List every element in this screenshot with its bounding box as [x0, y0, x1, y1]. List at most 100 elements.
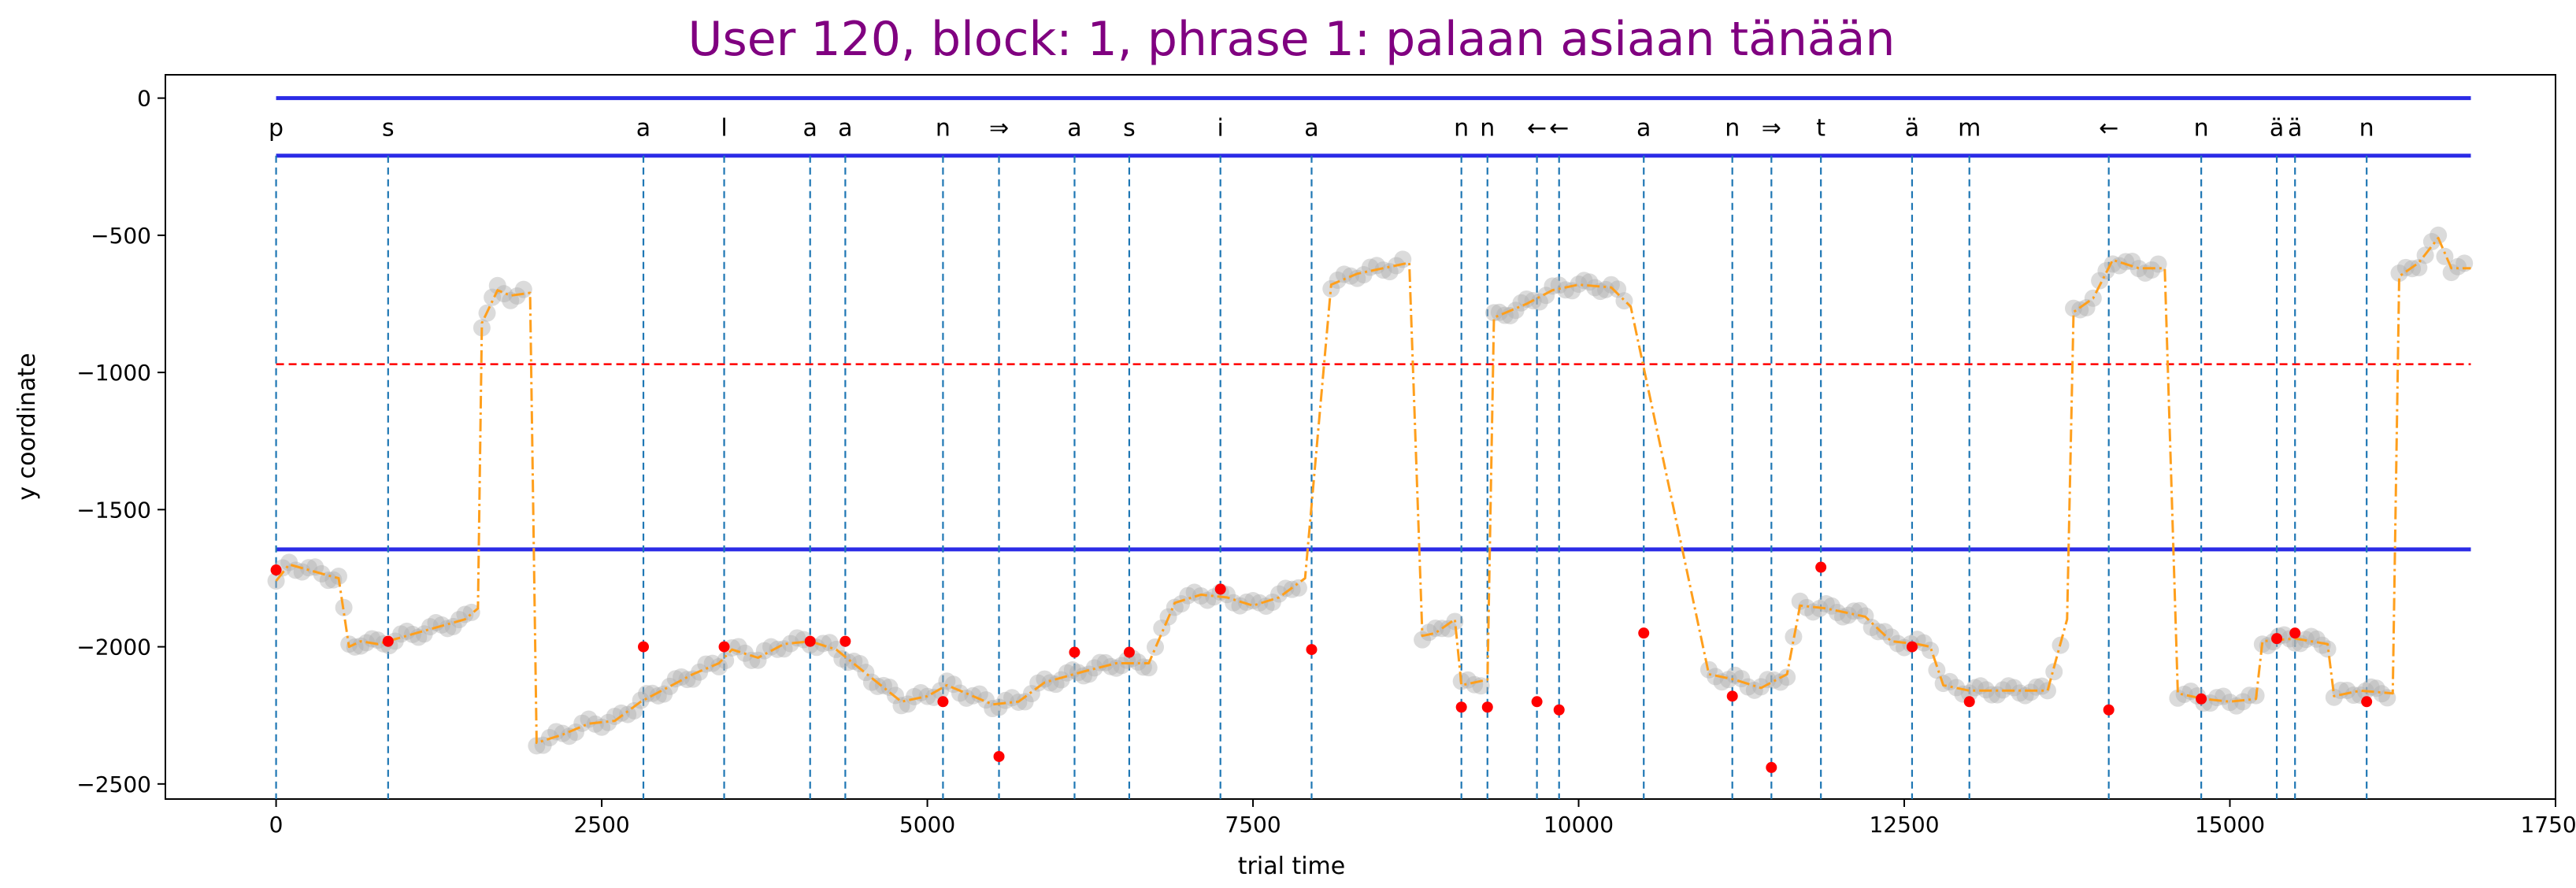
gaze-marker [421, 618, 439, 636]
gaze-marker [495, 285, 513, 303]
gaze-marker [456, 605, 474, 623]
gaze-marker [502, 291, 520, 309]
gaze-marker [1869, 623, 1887, 641]
touch-point [1906, 641, 1918, 653]
gaze-marker [1102, 657, 1120, 675]
y-tick-label: −1000 [76, 360, 151, 386]
touch-point [1306, 644, 1318, 656]
keystroke-label: ← [1549, 115, 1569, 142]
gaze-marker [547, 723, 565, 741]
touch-point [270, 564, 282, 576]
gaze-marker [1719, 671, 1737, 689]
gaze-marker [1596, 280, 1614, 298]
keystroke-label: n [2194, 115, 2209, 142]
touch-point [937, 696, 949, 708]
touch-point [1553, 704, 1565, 716]
gaze-marker [912, 684, 930, 702]
gaze-marker [1147, 638, 1165, 656]
keystroke-label: ä [2270, 115, 2284, 142]
x-tick-label: 7500 [1225, 812, 1281, 838]
gaze-marker [970, 685, 988, 703]
gaze-marker [2410, 258, 2428, 276]
gaze-marker [606, 707, 624, 725]
touch-point [1481, 701, 1493, 713]
gaze-marker [1745, 681, 1763, 699]
gaze-marker [710, 657, 728, 675]
chart-title: User 120, block: 1, phrase 1: palaan asi… [688, 12, 1896, 67]
gaze-marker [1778, 668, 1796, 686]
gaze-marker [1602, 276, 1620, 294]
keystroke-label: a [1636, 115, 1651, 142]
gaze-marker [703, 654, 721, 672]
gaze-marker [1791, 592, 1809, 610]
gaze-marker [2234, 693, 2252, 711]
y-tick-label: 0 [137, 86, 151, 112]
gaze-trace-line [275, 236, 2471, 745]
gaze-marker [1544, 277, 1562, 295]
keystroke-label: ⇒ [1762, 115, 1781, 142]
gaze-marker [612, 704, 630, 722]
touch-point [382, 635, 394, 647]
gaze-marker [2442, 264, 2460, 282]
gaze-marker [880, 678, 899, 696]
gaze-marker [1029, 674, 1047, 692]
keystroke-label: l [721, 115, 727, 142]
gaze-marker [352, 637, 370, 655]
y-tick-label: −2500 [76, 771, 151, 797]
x-tick-label: 12500 [1869, 812, 1939, 838]
gaze-marker [1231, 597, 1249, 615]
keystroke-label: a [636, 115, 650, 142]
x-tick-label: 0 [269, 812, 284, 838]
touch-point [1726, 690, 1738, 702]
keystroke-label: a [803, 115, 817, 142]
touch-point [1638, 627, 1650, 639]
keystroke-label: s [382, 115, 395, 142]
x-tick-label: 10000 [1544, 812, 1614, 838]
gaze-marker [1016, 693, 1034, 711]
gaze-marker [717, 652, 735, 670]
gaze-marker [2033, 677, 2051, 695]
gaze-marker [1113, 657, 1131, 675]
gaze-marker [415, 625, 433, 643]
gaze-marker [1518, 290, 1536, 308]
x-axis-label: trial time [1238, 853, 1345, 880]
gaze-marker [1570, 276, 1588, 294]
gaze-marker [2318, 640, 2337, 658]
touch-point [1455, 701, 1467, 713]
gaze-marker [1263, 593, 1281, 611]
gaze-marker [1490, 303, 1508, 321]
y-tick-label: −500 [91, 223, 151, 249]
gaze-marker [1355, 266, 1373, 284]
gaze-marker [462, 603, 480, 621]
gaze-markers [267, 226, 2474, 755]
gaze-marker [977, 691, 995, 709]
gaze-marker [1888, 635, 1907, 653]
gaze-marker [1107, 659, 1125, 677]
gaze-marker [869, 677, 887, 695]
gaze-marker [1166, 598, 1184, 616]
gaze-marker [1270, 585, 1288, 603]
keystroke-label: n [936, 115, 951, 142]
gaze-marker [329, 567, 347, 585]
gaze-marker [1381, 263, 1399, 281]
touch-point [2196, 693, 2207, 705]
keystroke-label: n [1480, 115, 1495, 142]
gaze-marker [2241, 686, 2259, 705]
gaze-marker [833, 649, 851, 668]
gaze-marker [1289, 579, 1307, 597]
keystroke-label: ⇒ [989, 115, 1009, 142]
touch-point [718, 641, 730, 653]
touch-point [2103, 704, 2115, 716]
gaze-marker [958, 689, 976, 707]
keystroke-label: ← [2099, 115, 2118, 142]
gaze-marker [1759, 671, 1777, 689]
gaze-marker [439, 620, 457, 638]
gaze-marker [1863, 618, 1881, 636]
gaze-marker [2143, 261, 2161, 279]
touch-point [1531, 696, 1543, 708]
gaze-marker [1440, 620, 1458, 638]
gaze-marker [450, 611, 469, 629]
keystroke-label: a [1304, 115, 1318, 142]
